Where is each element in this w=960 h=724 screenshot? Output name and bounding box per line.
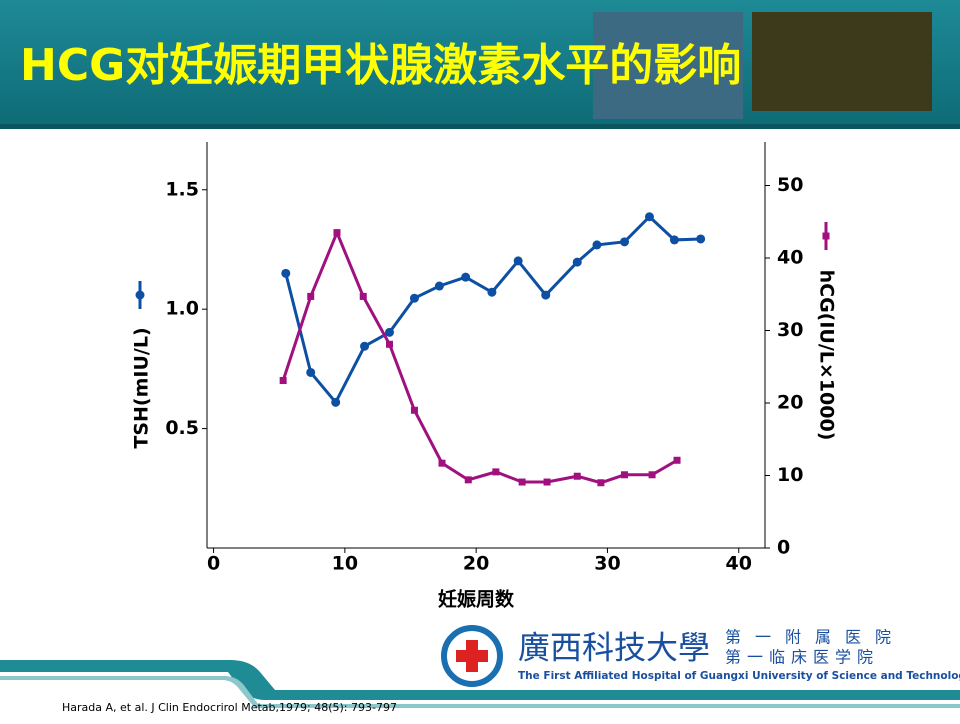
x-tick-label: 40 <box>726 553 752 575</box>
data-point <box>669 235 679 245</box>
logo-line: 第一临床医学院 <box>725 648 879 667</box>
data-point <box>281 268 291 278</box>
y-tick-label: 1.5 <box>165 178 199 200</box>
data-point <box>518 478 526 486</box>
footer-wave <box>0 660 960 700</box>
y2-tick-label: 0 <box>777 537 790 559</box>
data-point <box>541 290 551 300</box>
y2-axis-label: hCG(IU/L×1000) <box>816 270 838 441</box>
data-point <box>648 471 656 479</box>
header-rule <box>0 124 960 129</box>
data-point <box>410 406 418 414</box>
data-point <box>434 281 444 291</box>
data-point <box>492 468 500 476</box>
data-point <box>573 472 581 480</box>
y2-tick-label: 40 <box>777 247 803 269</box>
y2-tick-label: 10 <box>777 464 803 486</box>
y2-tick-label: 30 <box>777 319 803 341</box>
logo-cross <box>456 650 488 662</box>
data-point <box>409 293 419 303</box>
photo <box>752 12 932 111</box>
data-point <box>360 341 370 351</box>
y-tick-label: 1.0 <box>165 298 199 320</box>
series-line <box>284 214 701 406</box>
citation: Harada A, et al. J Clin Endocrirol Metab… <box>62 701 397 714</box>
y-axis-label: TSH(mIU/L) <box>131 327 153 448</box>
x-tick-label: 0 <box>207 553 220 575</box>
data-point <box>279 377 287 385</box>
data-point <box>464 476 472 484</box>
data-point <box>572 257 582 267</box>
logo-name: 廣西科技大學 <box>518 629 710 667</box>
slide-title: HCG对妊娠期甲状腺激素水平的影响 <box>20 40 741 91</box>
x-tick-label: 30 <box>594 553 620 575</box>
y2-tick-label: 50 <box>777 174 803 196</box>
data-point <box>513 256 523 266</box>
data-point <box>461 272 471 282</box>
data-point <box>306 367 316 377</box>
data-point <box>621 471 629 479</box>
data-point <box>359 292 367 300</box>
data-point <box>331 397 341 407</box>
series-line <box>281 228 678 485</box>
data-point <box>673 456 681 464</box>
data-point <box>487 287 497 297</box>
footer-wave <box>0 676 960 708</box>
legend-marker <box>135 290 145 300</box>
data-point <box>696 234 706 244</box>
data-point <box>333 229 341 237</box>
data-point <box>438 459 446 467</box>
logo-line: 第一附属医院 <box>725 628 905 647</box>
photo <box>593 12 743 119</box>
data-point <box>307 292 315 300</box>
data-point <box>543 478 551 486</box>
data-point <box>620 237 630 247</box>
x-tick-label: 20 <box>463 553 489 575</box>
data-point <box>384 327 394 337</box>
data-point <box>597 479 605 487</box>
data-point <box>644 212 654 222</box>
legend-marker <box>822 232 830 240</box>
x-tick-label: 10 <box>332 553 358 575</box>
logo-box <box>425 625 925 687</box>
y2-tick-label: 20 <box>777 392 803 414</box>
data-point <box>385 340 393 348</box>
y-tick-label: 0.5 <box>165 417 199 439</box>
logo-english: The First Affiliated Hospital of Guangxi… <box>518 670 960 682</box>
data-point <box>592 240 602 250</box>
x-axis-label: 妊娠周数 <box>438 588 515 611</box>
